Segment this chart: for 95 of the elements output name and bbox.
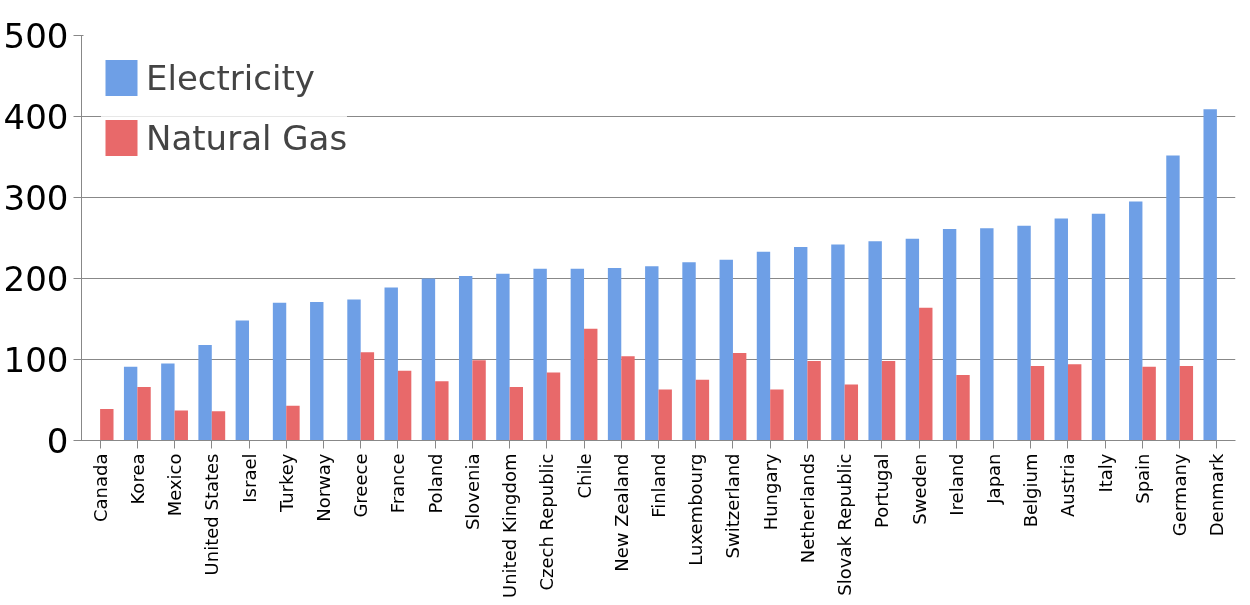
bar [360, 352, 375, 441]
bar [435, 381, 449, 441]
bar [645, 266, 659, 441]
bar [123, 366, 138, 441]
bar [807, 361, 821, 441]
bar [658, 389, 672, 441]
x-tick-label: Austria [1057, 453, 1079, 518]
bar [1030, 365, 1045, 441]
x-tick-label: Germany [1169, 453, 1191, 537]
y-tick-label: 300 [3, 178, 69, 218]
bar [607, 267, 622, 441]
y-tick-label: 400 [3, 97, 69, 137]
y-tick-label: 500 [3, 16, 69, 56]
bar [384, 287, 398, 441]
x-tick-label: Greece [350, 453, 372, 518]
bar [347, 299, 361, 441]
bar [286, 405, 300, 441]
bar [310, 301, 324, 441]
bar [137, 387, 151, 441]
x-tick-label: Turkey [275, 453, 297, 514]
bar [533, 268, 547, 441]
bar [794, 246, 808, 441]
bar [831, 244, 845, 441]
bar [100, 408, 114, 441]
x-tick-label: Japan [983, 453, 1005, 505]
bar [235, 320, 250, 441]
x-tick-label: New Zealand [610, 453, 632, 572]
legend-label: Electricity [146, 57, 315, 98]
bar [272, 302, 287, 441]
y-tick-label: 0 [46, 421, 69, 461]
bar [881, 361, 896, 441]
bar [732, 353, 747, 441]
bar [695, 379, 710, 441]
bar [1054, 218, 1068, 441]
bar [1142, 366, 1156, 441]
bar [1166, 155, 1180, 441]
x-tick-label: Slovak Republic [834, 453, 856, 596]
bar [211, 411, 226, 441]
bar [919, 307, 933, 441]
bar [770, 389, 784, 441]
x-tick-label: France [387, 453, 409, 514]
bar [397, 370, 412, 441]
x-tick-label: Portugal [871, 453, 893, 529]
bar [174, 410, 188, 441]
x-tick-label: Finland [648, 453, 669, 518]
x-tick-label: United Kingdom [499, 453, 521, 598]
x-tick-label: Belgium [1020, 453, 1042, 528]
x-tick-label: Ireland [945, 453, 967, 516]
x-tick-label: Hungary [759, 453, 781, 531]
bar [570, 268, 585, 441]
x-tick-label: Chile [573, 453, 595, 499]
x-tick-label: Luxembourg [685, 453, 707, 566]
bar [1017, 225, 1031, 441]
bar [1203, 109, 1217, 441]
x-tick-label: Switzerland [722, 453, 744, 559]
bar [584, 328, 598, 441]
x-tick-label: Norway [312, 453, 334, 522]
bar [198, 344, 212, 441]
y-tick-label: 100 [3, 340, 69, 380]
bar [905, 238, 920, 441]
x-tick-label: Mexico [164, 453, 186, 517]
bar [756, 251, 771, 441]
bar [956, 374, 970, 441]
bar [942, 229, 957, 441]
bar [496, 273, 510, 441]
bar [421, 278, 436, 441]
x-tick-label: Netherlands [796, 453, 818, 564]
bar [472, 360, 486, 441]
x-tick-label: Israel [238, 453, 260, 503]
bar [719, 259, 733, 441]
y-tick-label: 200 [3, 259, 69, 299]
x-tick-label: Sweden [908, 453, 930, 525]
x-tick-label: Czech Republic [536, 453, 558, 591]
x-tick-label: Canada [89, 453, 111, 522]
x-tick-label: Korea [126, 453, 148, 505]
bar [546, 372, 561, 441]
x-tick-label: Spain [1131, 453, 1153, 504]
bar [1067, 364, 1082, 441]
legend-label: Natural Gas [146, 117, 348, 158]
bar [509, 387, 523, 441]
bar [458, 276, 473, 441]
bar [161, 363, 175, 441]
x-tick-label: Poland [424, 453, 446, 514]
x-tick-label: Italy [1094, 453, 1116, 493]
x-tick-label: Denmark [1206, 452, 1228, 537]
bar [1091, 213, 1106, 441]
bar [1129, 201, 1143, 441]
bar [980, 228, 994, 441]
bar [868, 241, 882, 441]
bar [682, 262, 696, 441]
bar [621, 356, 635, 441]
bar [1179, 365, 1194, 441]
x-tick-label: Slovenia [461, 453, 483, 531]
x-tick-label: United States [201, 453, 223, 576]
bar [844, 384, 859, 441]
